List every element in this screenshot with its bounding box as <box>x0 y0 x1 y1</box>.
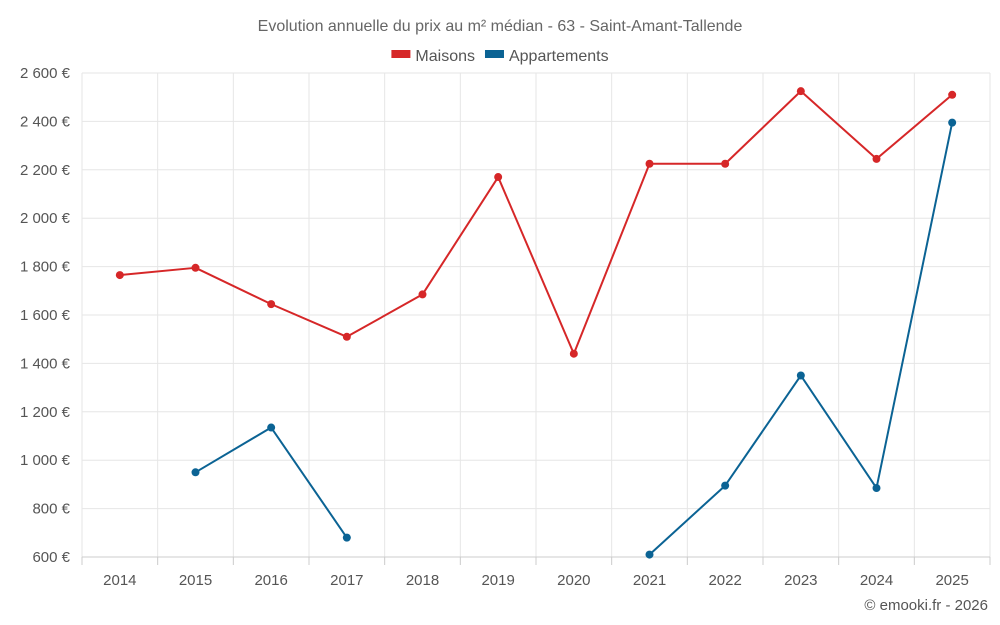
legend-item-appartements[interactable]: Appartements <box>484 48 609 65</box>
x-tick-label: 2021 <box>633 572 666 589</box>
x-tick-label: 2014 <box>103 572 136 589</box>
data-point[interactable] <box>796 371 805 380</box>
data-point[interactable] <box>191 468 200 477</box>
legend: Maisons Appartements <box>391 48 609 65</box>
series-line <box>648 122 954 556</box>
y-tick-label: 2 200 € <box>20 162 71 179</box>
y-tick-label: 2 400 € <box>20 113 71 130</box>
credit-text: © emooki.fr - 2026 <box>864 597 988 614</box>
legend-swatch <box>484 50 504 58</box>
data-point[interactable] <box>872 154 881 163</box>
legend-swatch <box>391 50 411 58</box>
grid <box>81 72 991 558</box>
chart-title: Evolution annuelle du prix au m² médian … <box>258 18 743 35</box>
data-point[interactable] <box>645 159 654 168</box>
legend-label: Appartements <box>509 48 609 65</box>
series-line <box>119 90 953 355</box>
y-tick-label: 1 000 € <box>20 452 71 469</box>
legend-label: Maisons <box>415 48 475 65</box>
data-point[interactable] <box>721 159 730 168</box>
y-tick-label: 2 000 € <box>20 210 71 227</box>
x-tick-label: 2022 <box>708 572 741 589</box>
data-point[interactable] <box>645 550 654 559</box>
data-point[interactable] <box>796 87 805 96</box>
y-tick-label: 1 600 € <box>20 307 71 324</box>
data-point[interactable] <box>569 349 578 358</box>
x-tick-label: 2023 <box>784 572 817 589</box>
data-point[interactable] <box>721 481 730 490</box>
x-axis: 2014 2015 2016 2017 2018 2019 2020 2021 2022 2023… <box>81 557 991 589</box>
data-point[interactable] <box>342 533 351 542</box>
x-tick-label: 2017 <box>330 572 363 589</box>
y-tick-label: 1 200 € <box>20 404 71 421</box>
x-tick-label: 2019 <box>481 572 514 589</box>
data-point[interactable] <box>115 271 124 280</box>
legend-item-maisons[interactable]: Maisons <box>391 48 475 65</box>
data-point[interactable] <box>418 290 427 299</box>
data-point[interactable] <box>342 332 351 341</box>
y-tick-label: 800 € <box>32 501 70 518</box>
data-point[interactable] <box>191 263 200 272</box>
x-tick-label: 2024 <box>860 572 893 589</box>
x-tick-label: 2025 <box>935 572 968 589</box>
y-tick-label: 1 800 € <box>20 259 71 276</box>
series-appartements <box>191 118 957 559</box>
y-tick-label: 1 400 € <box>20 355 71 372</box>
data-point[interactable] <box>948 90 957 99</box>
x-tick-label: 2020 <box>557 572 590 589</box>
data-point[interactable] <box>872 484 881 493</box>
data-point[interactable] <box>494 173 503 182</box>
x-tick-label: 2016 <box>254 572 287 589</box>
y-tick-label: 2 600 € <box>20 65 71 82</box>
y-axis: 600 € 800 € 1 000 € 1 200 € 1 400 € 1 600 € 1 … <box>20 65 71 566</box>
x-tick-label: 2018 <box>406 572 439 589</box>
x-tick-label: 2015 <box>179 572 212 589</box>
series-group <box>115 87 957 559</box>
data-point[interactable] <box>267 300 276 309</box>
data-point[interactable] <box>267 423 276 432</box>
y-tick-label: 600 € <box>32 549 70 566</box>
data-point[interactable] <box>948 118 957 127</box>
series-maisons <box>115 87 957 358</box>
series-line <box>194 426 348 539</box>
